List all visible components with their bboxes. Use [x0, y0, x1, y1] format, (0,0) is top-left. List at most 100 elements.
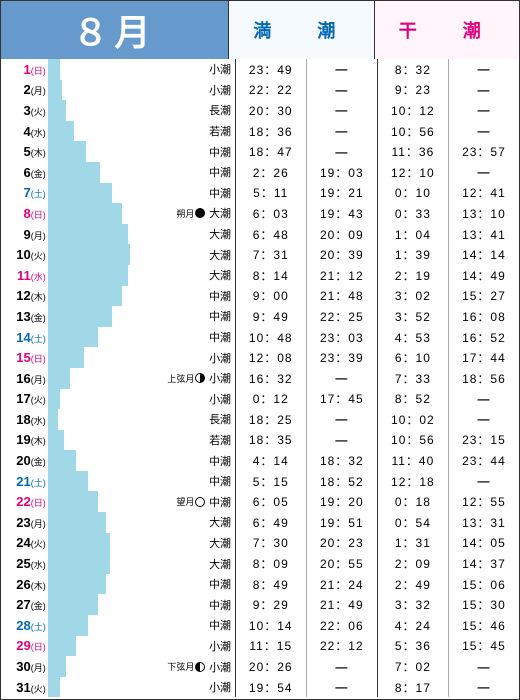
date-cell: 17(火) [1, 391, 48, 406]
high-tide-2: — [306, 677, 377, 698]
high-tide-1: 22：22 [235, 80, 306, 101]
tide-type: 中潮 [207, 164, 234, 180]
tide-bar [48, 368, 70, 389]
header-row: ８月 満 潮 干 潮 [1, 1, 519, 59]
tide-bar-cell [48, 553, 157, 574]
high-tide-2: — [306, 59, 377, 80]
high-tide-2: 19：51 [306, 512, 377, 533]
tide-type: 中潮 [207, 617, 234, 633]
weekday: (火) [31, 682, 46, 695]
high-tide-2: 21：24 [306, 574, 377, 595]
low-tide-2: — [448, 59, 519, 80]
low-tide-2: 16：52 [448, 327, 519, 348]
table-row: 17(火)小潮0：1217：458：52— [1, 389, 519, 410]
tide-bar [48, 327, 98, 348]
table-row: 28(土)中潮10：1422：064：2415：46 [1, 615, 519, 636]
day-number: 26 [16, 577, 30, 592]
calendar-body: 1(日)小潮23：49—8：32—2(月)小潮22：22—9：23—3(火)長潮… [1, 59, 519, 699]
date-cell: 9(月) [1, 227, 48, 242]
header-low-tide: 干 潮 [374, 1, 519, 59]
low-tide-2: — [448, 121, 519, 142]
table-row: 7(土)中潮5：1119：210：1012：41 [1, 183, 519, 204]
moon-phase-cell: 上弦月 [157, 372, 208, 385]
tide-bar-cell [48, 636, 157, 657]
day-number: 17 [16, 391, 30, 406]
moon-icon [195, 373, 205, 383]
low-tide-1: 7：33 [377, 368, 448, 389]
high-tide-1: 9：49 [235, 306, 306, 327]
day-number: 5 [24, 144, 31, 159]
high-tide-2: 22：12 [306, 636, 377, 657]
tide-bar-cell [48, 183, 157, 204]
date-cell: 22(日) [1, 494, 48, 509]
tide-type: 小潮 [207, 638, 234, 654]
high-tide-2: — [306, 656, 377, 677]
tide-bar [48, 224, 128, 245]
high-tide-2: 19：43 [306, 203, 377, 224]
high-tide-1: 19：54 [235, 677, 306, 698]
high-tide-1: 4：14 [235, 450, 306, 471]
weekday: (月) [31, 84, 46, 97]
tide-type: 中潮 [207, 329, 234, 345]
moon-icon [195, 208, 205, 218]
weekday: (土) [31, 620, 46, 633]
date-cell: 2(月) [1, 82, 48, 97]
high-tide-2: — [306, 121, 377, 142]
tide-bar [48, 512, 106, 533]
high-tide-2: — [306, 141, 377, 162]
high-tide-2: 19：21 [306, 183, 377, 204]
tide-type: 中潮 [207, 576, 234, 592]
low-tide-2: 17：44 [448, 347, 519, 368]
tide-type: 中潮 [207, 597, 234, 613]
high-tide-1: 6：48 [235, 224, 306, 245]
table-row: 10(火)大潮7：3120：391：3914：14 [1, 244, 519, 265]
table-row: 21(土)中潮5：1518：5212：18— [1, 471, 519, 492]
low-tide-2: 13：41 [448, 224, 519, 245]
table-row: 31(火)小潮19：54—8：17— [1, 677, 519, 698]
day-number: 13 [16, 309, 30, 324]
tide-bar [48, 80, 62, 101]
high-tide-1: 2：26 [235, 162, 306, 183]
tide-bar-cell [48, 533, 157, 554]
tide-bar-cell [48, 512, 157, 533]
moon-phase-label: 望月 [176, 495, 194, 508]
low-tide-1: 3：02 [377, 286, 448, 307]
tide-bar-cell [48, 306, 157, 327]
date-cell: 28(土) [1, 618, 48, 633]
low-tide-2: — [448, 100, 519, 121]
date-cell: 24(火) [1, 535, 48, 550]
low-tide-1: 8：32 [377, 59, 448, 80]
low-tide-1: 3：32 [377, 594, 448, 615]
high-tide-1: 8：14 [235, 265, 306, 286]
tide-bar [48, 450, 76, 471]
date-cell: 15(日) [1, 350, 48, 365]
date-cell: 5(木) [1, 144, 48, 159]
weekday: (火) [31, 393, 46, 406]
tide-bar-cell [48, 409, 157, 430]
tide-calendar: ８月 満 潮 干 潮 1(日)小潮23：49—8：32—2(月)小潮22：22—… [0, 0, 520, 700]
high-tide-1: 12：08 [235, 347, 306, 368]
low-tide-2: 23：15 [448, 430, 519, 451]
tide-bar [48, 183, 112, 204]
day-number: 10 [16, 247, 30, 262]
high-tide-1: 10：48 [235, 327, 306, 348]
date-cell: 19(木) [1, 432, 48, 447]
weekday: (水) [31, 126, 46, 139]
high-tide-2: — [306, 100, 377, 121]
tide-bar [48, 121, 74, 142]
high-tide-2: 21：12 [306, 265, 377, 286]
tide-bar-cell [48, 368, 157, 389]
table-row: 9(月)大潮6：4820：091：0413：41 [1, 224, 519, 245]
low-tide-2: 12：41 [448, 183, 519, 204]
weekday: (木) [31, 579, 46, 592]
date-cell: 25(水) [1, 556, 48, 571]
date-cell: 10(火) [1, 247, 48, 262]
high-tide-1: 0：12 [235, 389, 306, 410]
tide-type: 大潮 [207, 535, 234, 551]
low-tide-1: 0：54 [377, 512, 448, 533]
header-high-tide: 満 潮 [228, 1, 373, 59]
low-tide-1: 0：33 [377, 203, 448, 224]
day-number: 11 [17, 268, 31, 283]
table-row: 11(水)大潮8：1421：122：1914：49 [1, 265, 519, 286]
low-tide-2: 15：06 [448, 574, 519, 595]
